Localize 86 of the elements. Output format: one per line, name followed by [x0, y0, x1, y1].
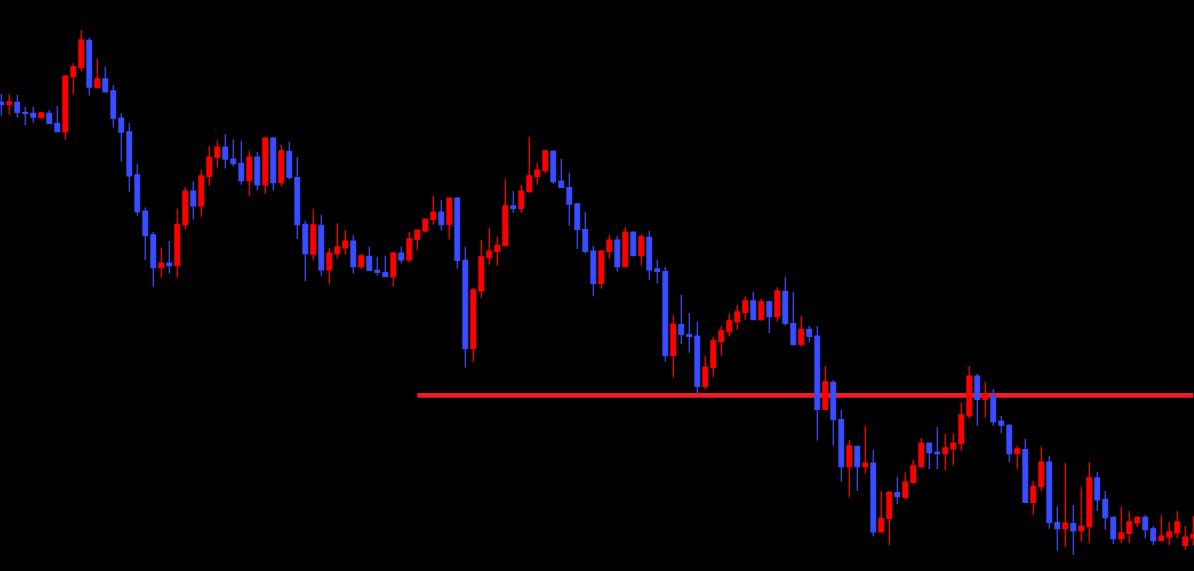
candlestick	[718, 325, 725, 357]
candlestick	[1070, 504, 1077, 556]
candlestick	[14, 94, 21, 119]
candlestick	[326, 247, 333, 286]
candlestick	[798, 315, 805, 348]
candlestick	[726, 313, 733, 338]
candlestick	[366, 246, 373, 272]
candlestick	[1174, 510, 1181, 539]
candlestick	[542, 150, 549, 175]
candlestick	[374, 256, 381, 277]
candlestick	[1094, 471, 1101, 512]
candlestick	[214, 140, 221, 169]
candlestick	[734, 304, 741, 331]
candlestick	[166, 240, 173, 275]
candlestick	[926, 442, 933, 470]
candlestick	[902, 472, 909, 501]
candlestick	[246, 150, 253, 197]
candlestick	[1150, 525, 1157, 546]
candlestick	[1110, 515, 1117, 545]
candlestick	[1014, 445, 1021, 470]
candlestick	[702, 355, 709, 390]
candlestick	[1118, 505, 1125, 544]
candlestick	[630, 231, 637, 257]
candlestick	[566, 172, 573, 227]
candlestick	[742, 295, 749, 321]
candlestick	[654, 259, 661, 285]
candlestick	[190, 180, 197, 221]
candlestick	[518, 184, 525, 214]
candlestick	[54, 105, 61, 133]
candlestick	[390, 251, 397, 288]
candlestick	[638, 233, 645, 266]
candlestick	[758, 298, 765, 322]
candlestick	[1126, 510, 1133, 544]
candlestick	[414, 229, 421, 252]
candlestick	[750, 291, 757, 321]
candlestick	[238, 140, 245, 186]
candlestick	[878, 490, 885, 533]
candlestick	[0, 93, 5, 117]
candlestick	[438, 199, 445, 232]
candlestick	[918, 437, 925, 469]
candlestick	[1102, 490, 1109, 531]
candlestick	[950, 432, 957, 466]
candlestick	[334, 222, 341, 259]
candlestick	[406, 231, 413, 264]
candlestick	[974, 373, 981, 427]
candlestick	[230, 138, 237, 168]
candlestick	[862, 425, 869, 475]
candlestick	[846, 439, 853, 498]
candlestick	[534, 162, 541, 186]
candlestick	[510, 190, 517, 214]
candlestick	[102, 65, 109, 93]
candlestick	[1062, 462, 1069, 548]
candlestick	[70, 62, 77, 96]
candlestick	[894, 476, 901, 505]
candlestick	[1158, 514, 1165, 542]
candlestick	[206, 145, 213, 187]
candlestick	[342, 229, 349, 256]
candlestick	[934, 426, 941, 470]
candlestick	[430, 195, 437, 226]
candlestick	[118, 112, 125, 163]
candlestick	[486, 227, 493, 266]
candlestick	[1166, 521, 1173, 546]
candlestick	[678, 294, 685, 345]
candlestick	[1142, 514, 1149, 539]
candlestick	[222, 133, 229, 170]
candlestick	[1078, 486, 1085, 543]
candlestick	[6, 93, 13, 116]
candlestick	[22, 106, 29, 127]
candlestick	[686, 312, 693, 354]
candlestick	[982, 381, 989, 419]
candlestick	[582, 211, 589, 255]
candlestick	[1182, 525, 1189, 551]
candlestick	[526, 136, 533, 194]
candlestick	[158, 247, 165, 279]
candlestick	[606, 234, 613, 260]
candlestick	[1030, 480, 1037, 516]
candlestick	[94, 58, 101, 89]
candlestick	[766, 300, 773, 334]
candlestick	[558, 158, 565, 189]
candlestick	[942, 433, 949, 471]
candlestick	[910, 459, 917, 485]
candlestick	[854, 445, 861, 492]
candlestick	[790, 291, 797, 347]
candlestick	[494, 236, 501, 267]
candlestick	[382, 255, 389, 278]
candlestick	[1054, 505, 1061, 552]
